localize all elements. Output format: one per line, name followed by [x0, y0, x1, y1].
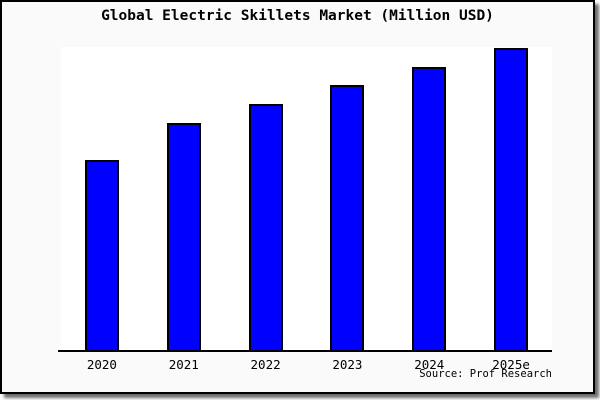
bar-2023: [330, 85, 365, 351]
x-tick-label-2021: 2021: [168, 357, 199, 372]
bar-2025e: [494, 48, 529, 351]
chart-card: Global Electric Skillets Market (Million…: [0, 0, 595, 394]
source-text: Source: Prof Research: [419, 368, 552, 380]
x-axis-labels: 2020 2021 2022 2023 2024 2025e: [61, 357, 552, 372]
x-tick-label-2025e: 2025e: [492, 357, 530, 372]
chart-title: Global Electric Skillets Market (Million…: [101, 8, 494, 24]
x-tick-label-2024: 2024: [414, 357, 445, 372]
x-tick-label-2020: 2020: [86, 357, 117, 372]
bar-2024: [412, 67, 447, 351]
bar-2022: [248, 104, 283, 351]
x-axis-line: [58, 350, 552, 352]
bar-2021: [166, 123, 201, 351]
plot-area: [61, 47, 552, 351]
x-tick-label-2022: 2022: [250, 357, 281, 372]
x-tick-label-2023: 2023: [332, 357, 363, 372]
bar-2020: [84, 160, 119, 351]
